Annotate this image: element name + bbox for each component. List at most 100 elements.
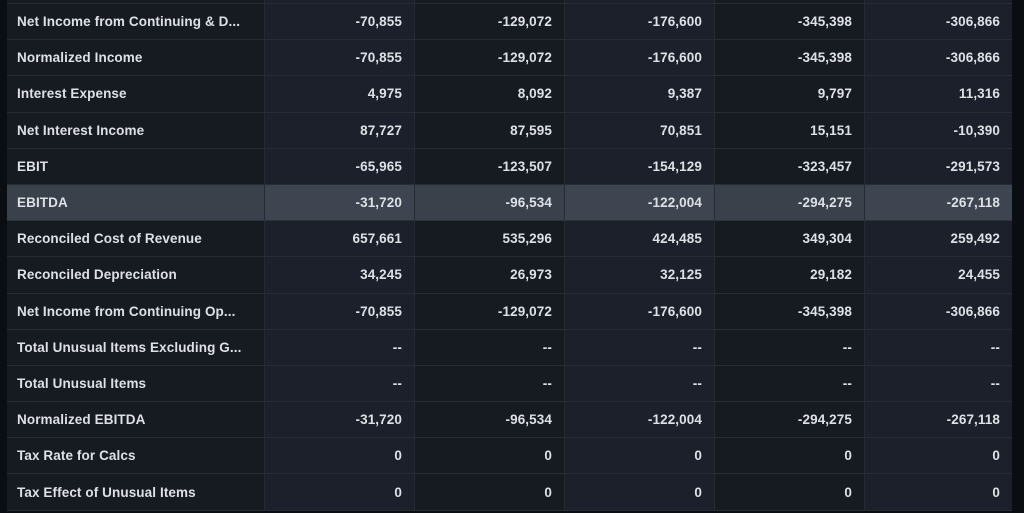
table-row[interactable]: Normalized Income -70,855 -129,072 -176,… [7, 40, 1012, 77]
cell-value: -176,600 [564, 4, 714, 40]
cell-value: -306,866 [864, 40, 1012, 76]
table-row[interactable]: Reconciled Cost of Revenue 657,661 535,2… [7, 221, 1012, 258]
table-row[interactable]: Net Income from Continuing & D... -70,85… [7, 4, 1012, 41]
cell-value [414, 0, 564, 3]
cell-value: -- [714, 365, 864, 402]
cell-value: 24,455 [864, 257, 1012, 293]
cell-value: 4,975 [264, 76, 414, 112]
table-row[interactable]: EBIT -65,965 -123,507 -154,129 -323,457 … [7, 148, 1012, 185]
cell-value: 8,092 [414, 76, 564, 112]
cell-value: -70,855 [264, 40, 414, 76]
table-row[interactable]: Tax Rate for Calcs 0 0 0 0 0 [7, 438, 1012, 475]
cell-value: -96,534 [414, 184, 564, 221]
table-row[interactable]: Normalized EBITDA -31,720 -96,534 -122,0… [7, 402, 1012, 439]
cell-value: 0 [264, 474, 414, 510]
cell-value: -176,600 [564, 293, 714, 329]
cell-value: -294,275 [714, 184, 864, 221]
cell-value: -65,965 [264, 148, 414, 184]
cell-value: -129,072 [414, 293, 564, 329]
cell-value: -31,720 [264, 184, 414, 221]
cell-value: 87,595 [414, 112, 564, 148]
cell-value: -- [864, 329, 1012, 365]
row-label: Reconciled Depreciation [7, 257, 264, 293]
cell-value: -129,072 [414, 40, 564, 76]
cell-value: 9,797 [714, 76, 864, 112]
row-label [7, 0, 264, 3]
cell-value: 349,304 [714, 221, 864, 257]
cell-value: -291,573 [864, 148, 1012, 184]
cell-value: -10,390 [864, 112, 1012, 148]
row-label: Net Interest Income [7, 112, 264, 148]
cell-value: -345,398 [714, 293, 864, 329]
cell-value: -- [714, 329, 864, 365]
cell-value: -306,866 [864, 4, 1012, 40]
table-row[interactable]: Total Unusual Items Excluding G... -- --… [7, 329, 1012, 366]
cell-value: 0 [414, 474, 564, 510]
row-label: EBIT [7, 148, 264, 184]
cell-value: 11,316 [864, 76, 1012, 112]
table-row[interactable]: Tax Effect of Unusual Items 0 0 0 0 0 [7, 474, 1012, 511]
cell-value: -267,118 [864, 402, 1012, 438]
cell-value: 535,296 [414, 221, 564, 257]
cell-value: 29,182 [714, 257, 864, 293]
row-label: Normalized EBITDA [7, 402, 264, 438]
row-label: Net Income from Continuing & D... [7, 4, 264, 40]
cell-value: -154,129 [564, 148, 714, 184]
cell-value: -- [564, 329, 714, 365]
cell-value: -306,866 [864, 293, 1012, 329]
table-row[interactable]: Total Unusual Items -- -- -- -- -- [7, 365, 1012, 403]
cell-value: 424,485 [564, 221, 714, 257]
cell-value: 0 [414, 438, 564, 474]
cell-value: 15,151 [714, 112, 864, 148]
row-label: Total Unusual Items Excluding G... [7, 329, 264, 365]
cell-value: -345,398 [714, 40, 864, 76]
cell-value: -123,507 [414, 148, 564, 184]
row-label: Total Unusual Items [7, 365, 264, 402]
row-label: Reconciled Cost of Revenue [7, 221, 264, 257]
cell-value: 34,245 [264, 257, 414, 293]
row-label: Tax Rate for Calcs [7, 438, 264, 474]
cell-value: -31,720 [264, 402, 414, 438]
cell-value: 9,387 [564, 76, 714, 112]
cell-value: 0 [864, 438, 1012, 474]
cell-value: -129,072 [414, 4, 564, 40]
cell-value: -122,004 [564, 402, 714, 438]
cell-value: -- [264, 365, 414, 402]
cell-value: -345,398 [714, 4, 864, 40]
row-label: Tax Effect of Unusual Items [7, 474, 264, 510]
cell-value: 0 [714, 474, 864, 510]
cell-value: 26,973 [414, 257, 564, 293]
financials-table-body: Net Income from Continuing & D... -70,85… [7, 4, 1012, 511]
cell-value: 0 [264, 438, 414, 474]
row-label: Normalized Income [7, 40, 264, 76]
cell-value: 32,125 [564, 257, 714, 293]
cell-value [264, 0, 414, 3]
cell-value: -323,457 [714, 148, 864, 184]
cell-value: 0 [564, 438, 714, 474]
cell-value [864, 0, 1012, 3]
cell-value: 87,727 [264, 112, 414, 148]
cell-value: -- [414, 329, 564, 365]
cell-value: -- [414, 365, 564, 402]
cell-value: 0 [714, 438, 864, 474]
cell-value [564, 0, 714, 3]
cell-value: -176,600 [564, 40, 714, 76]
cell-value: -294,275 [714, 402, 864, 438]
cell-value: -70,855 [264, 4, 414, 40]
cell-value: -267,118 [864, 184, 1012, 221]
cell-value: 657,661 [264, 221, 414, 257]
table-row-partial[interactable] [7, 0, 1012, 4]
table-row[interactable]: Net Interest Income 87,727 87,595 70,851… [7, 112, 1012, 149]
cell-value: -70,855 [264, 293, 414, 329]
financials-table: Net Income from Continuing & D... -70,85… [7, 0, 1012, 511]
table-row[interactable]: Interest Expense 4,975 8,092 9,387 9,797… [7, 76, 1012, 113]
row-label: EBITDA [7, 184, 264, 221]
cell-value: -96,534 [414, 402, 564, 438]
table-row[interactable]: Reconciled Depreciation 34,245 26,973 32… [7, 257, 1012, 294]
cell-value: -- [564, 365, 714, 402]
table-row[interactable]: Net Income from Continuing Op... -70,855… [7, 293, 1012, 330]
cell-value: 259,492 [864, 221, 1012, 257]
row-label: Net Income from Continuing Op... [7, 293, 264, 329]
table-row-highlighted[interactable]: EBITDA -31,720 -96,534 -122,004 -294,275… [7, 184, 1012, 222]
